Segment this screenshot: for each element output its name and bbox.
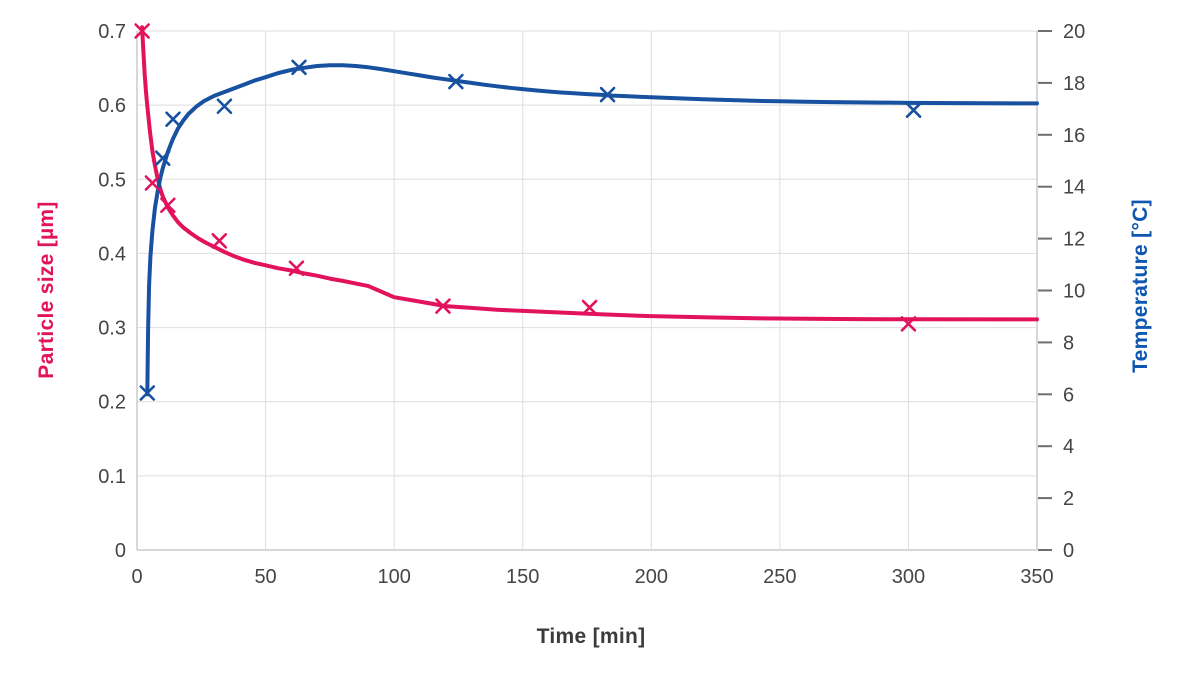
right-axis-title: Temperature [°C] [1129,199,1152,373]
particle-size-data-point-marker [435,298,451,314]
right-tick-label: 16 [1063,125,1085,147]
right-tick-label: 2 [1063,488,1074,510]
x-tick-label: 300 [892,566,925,588]
particle-size-data-point-marker [211,233,228,249]
left-tick-label: 0.4 [98,243,126,265]
x-tick-label: 100 [377,566,410,588]
right-tick-label: 10 [1063,281,1085,303]
temperature-data-point-marker [905,102,922,118]
right-tick-label: 8 [1063,332,1074,354]
left-axis-title: Particle size [µm] [35,201,58,379]
particle-size-data-point-marker [160,197,176,214]
right-tick-label: 6 [1063,384,1074,406]
right-tick-label: 0 [1063,540,1074,562]
x-tick-label: 200 [635,566,668,588]
particle-size-curve [140,25,1039,322]
temperature-data-point-marker [154,150,171,166]
x-tick-label: 350 [1020,566,1053,588]
temperature-data-point-marker [291,59,307,76]
x-tick-label: 50 [254,566,276,588]
temperature-data-point-marker [599,86,616,103]
particle-size-data-point-marker [288,260,305,277]
temperature-curve [145,63,1039,397]
right-tick-label: 14 [1063,177,1085,199]
x-tick-label: 150 [506,566,539,588]
left-tick-label: 0.6 [98,95,126,117]
particle-size-data-point-marker [144,175,161,191]
temperature-data-point-marker [216,98,233,115]
right-tick-label: 20 [1063,21,1085,43]
x-tick-label: 250 [763,566,796,588]
left-tick-label: 0.2 [98,392,126,414]
temperature-data-point-marker [139,385,156,401]
x-tick-label: 0 [131,566,142,588]
left-tick-label: 0.5 [98,169,126,191]
left-tick-label: 0.1 [98,466,126,488]
left-tick-label: 0.7 [98,21,126,43]
particle-size-data-point-marker [900,316,917,332]
particle-size-data-point-marker [134,23,150,39]
x-axis-title: Time [min] [536,625,646,648]
right-tick-label: 12 [1063,229,1085,251]
right-tick-label: 18 [1063,73,1085,95]
temperature-data-point-marker [448,73,464,90]
temperature-data-point-marker [165,111,181,128]
left-tick-label: 0 [115,540,126,562]
right-tick-label: 4 [1063,436,1074,458]
particle-size-data-point-marker [581,299,598,316]
left-tick-label: 0.3 [98,318,126,340]
